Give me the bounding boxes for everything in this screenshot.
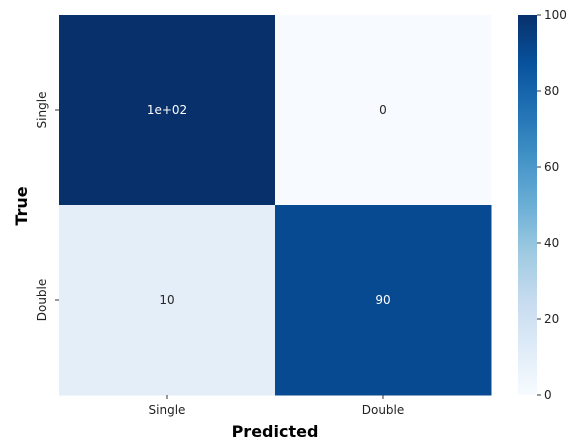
x-axis: Single Double [149, 395, 405, 417]
x-axis-title: Predicted [232, 422, 319, 440]
y-tick-label: Double [35, 279, 49, 322]
y-axis: Single Double [35, 92, 59, 322]
heatmap-cell [275, 15, 492, 206]
cell-value-label: 90 [375, 293, 390, 307]
colorbar-tick-label: 40 [544, 236, 559, 250]
colorbar-tick-label: 100 [544, 8, 567, 22]
cell-value-label: 1e+02 [147, 103, 187, 117]
colorbar [518, 15, 537, 395]
cell-value-label: 0 [379, 103, 387, 117]
heatmap-cell-labels: 1e+02 0 10 90 [147, 103, 391, 307]
heatmap-cell [275, 205, 492, 396]
y-tick-label: Single [35, 92, 49, 129]
colorbar-tick-label: 20 [544, 312, 559, 326]
y-axis-title: True [12, 186, 31, 225]
heatmap-cell [59, 205, 276, 396]
x-tick-label: Double [362, 403, 405, 417]
colorbar-ticks: 0 20 40 60 80 100 [537, 8, 567, 402]
colorbar-tick-label: 60 [544, 160, 559, 174]
heatmap-cell [59, 15, 276, 206]
cell-value-label: 10 [159, 293, 174, 307]
colorbar-tick-label: 80 [544, 84, 559, 98]
x-tick-label: Single [149, 403, 186, 417]
heatmap-cells [59, 15, 492, 396]
colorbar-tick-label: 0 [544, 388, 552, 402]
